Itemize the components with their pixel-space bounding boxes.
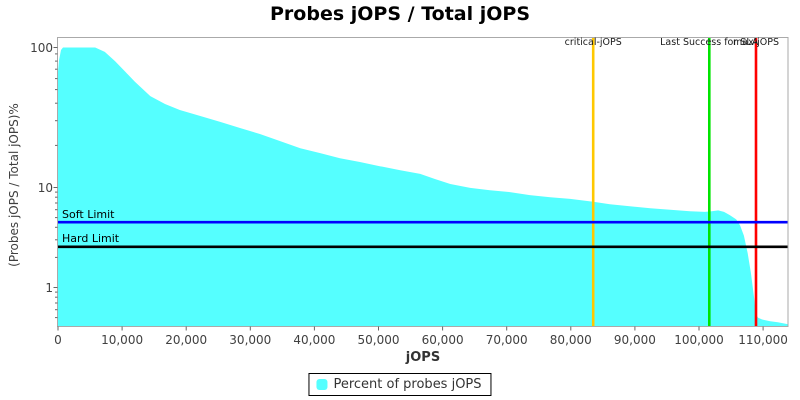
x-axis-tick-label: 80,000 xyxy=(549,333,592,347)
chart-title: Probes jOPS / Total jOPS xyxy=(270,3,530,25)
marker-label-critical-jops: critical-jOPS xyxy=(564,37,622,48)
legend-series-label: Percent of probes jOPS xyxy=(333,377,482,392)
y-axis-tick-label: 100 xyxy=(30,40,53,55)
legend-series-swatch-icon xyxy=(316,379,328,390)
x-axis-tick-label: 100,000 xyxy=(674,333,724,347)
x-axis-tick-label: 60,000 xyxy=(421,333,464,347)
legend: Percent of probes jOPS xyxy=(308,373,492,396)
x-axis-tick-label: 10,000 xyxy=(101,333,144,347)
x-axis-tick-label: 70,000 xyxy=(485,333,528,347)
limit-label-soft-limit: Soft Limit xyxy=(62,207,115,221)
x-axis-tick-label: 110,000 xyxy=(738,333,788,347)
x-axis-title: jOPS xyxy=(405,350,441,365)
limit-label-hard-limit: Hard Limit xyxy=(62,232,120,246)
probe-area-series xyxy=(58,47,789,327)
y-axis-tick-label: 1 xyxy=(45,280,53,295)
x-axis-tick-label: 40,000 xyxy=(293,333,336,347)
x-axis-tick-label: 20,000 xyxy=(165,333,208,347)
x-axis-tick-label: 30,000 xyxy=(229,333,272,347)
plot-border xyxy=(57,37,789,327)
x-axis-tick-label: 0 xyxy=(54,333,62,347)
x-axis-tick-label: 50,000 xyxy=(357,333,400,347)
marker-label-last-success-for-sla: Last Success for SLA xyxy=(660,37,759,48)
marker-label-max-jops: max-jOPS xyxy=(733,37,780,48)
x-axis-tick-label: 90,000 xyxy=(613,333,656,347)
y-axis-tick-label: 10 xyxy=(37,180,53,195)
